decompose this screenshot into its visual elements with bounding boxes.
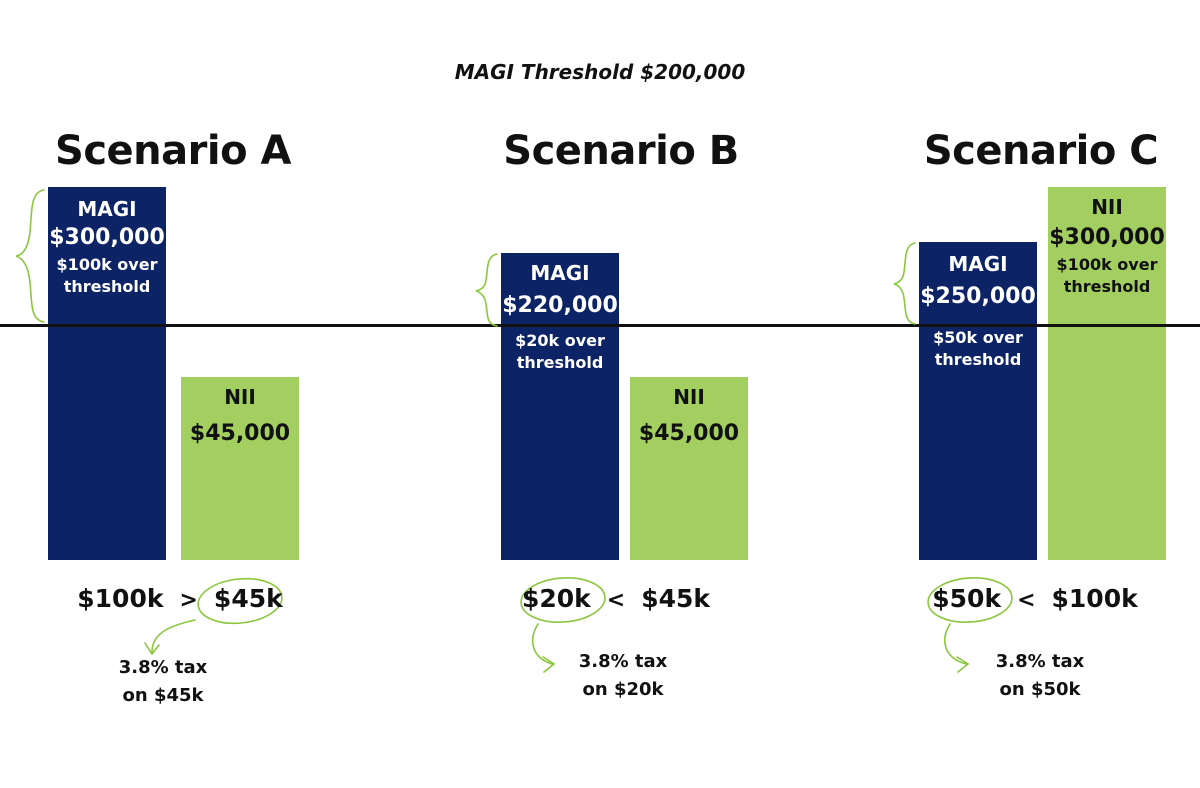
compare-left: $20k — [521, 584, 591, 613]
arrow-a-icon — [151, 619, 196, 653]
compare-right: $45k — [213, 584, 283, 613]
magi-bar-label: MAGI — [77, 197, 137, 221]
scenario-c-magi-bar: MAGI $250,000 $50k over threshold — [919, 242, 1037, 560]
compare-right: $100k — [1051, 584, 1138, 613]
magi-bar-note: $50k over threshold — [933, 328, 1023, 369]
circle-b-icon — [520, 577, 606, 623]
chart-title: MAGI Threshold $200,000 — [454, 60, 746, 84]
compare-left: $50k — [932, 584, 1002, 613]
brace-c-icon — [893, 242, 916, 325]
nii-bar-note: $100k over threshold — [1056, 255, 1158, 296]
nii-bar-label: NII — [673, 385, 705, 409]
magi-bar-value: $220,000 — [502, 293, 618, 318]
compare-left: $100k — [77, 584, 164, 613]
scenario-c-tax-note: 3.8% tax on $50k — [960, 648, 1120, 704]
tax-note-line-1: 3.8% tax — [578, 651, 668, 672]
tax-note-line-2: on $20k — [582, 679, 664, 700]
compare-operator: < — [606, 588, 626, 613]
scenario-a-nii-bar: NII $45,000 — [181, 377, 299, 560]
circle-a-icon — [197, 577, 283, 625]
tax-note-line-2: on $50k — [999, 679, 1081, 700]
scenario-b-tax-note: 3.8% tax on $20k — [543, 648, 703, 704]
scenario-c-title: Scenario C — [923, 128, 1159, 174]
magi-bar-label: MAGI — [948, 252, 1008, 276]
compare-right: $45k — [641, 584, 711, 613]
scenario-a-tax-note: 3.8% tax on $45k — [83, 654, 243, 710]
magi-bar-note: $100k over threshold — [56, 255, 158, 296]
threshold-line — [0, 324, 1200, 327]
arrow-c-icon — [944, 623, 967, 665]
magi-bar-label: MAGI — [530, 261, 590, 285]
nii-bar-value: $45,000 — [638, 421, 740, 446]
scenario-c-compare: $50k < $100k — [885, 584, 1185, 613]
scenario-b-nii-bar: NII $45,000 — [630, 377, 748, 560]
nii-bar-label: NII — [224, 385, 256, 409]
scenario-b-title: Scenario B — [503, 128, 739, 174]
circle-c-icon — [927, 577, 1013, 623]
scenario-b-magi-bar: MAGI $220,000 $20k over threshold — [501, 253, 619, 560]
brace-a-icon — [15, 189, 45, 323]
scenario-a-magi-bar: MAGI $300,000 $100k over threshold — [48, 187, 166, 560]
nii-bar-value: $300,000 — [1049, 225, 1165, 250]
scenario-a-compare: $100k > $45k — [30, 584, 330, 613]
compare-operator: < — [1017, 588, 1036, 613]
arrow-b-icon — [531, 623, 553, 665]
scenario-c-nii-bar: NII $300,000 $100k over threshold — [1048, 187, 1166, 560]
magi-bar-note: $20k over threshold — [515, 331, 605, 372]
tax-note-line-1: 3.8% tax — [995, 651, 1085, 672]
scenario-a-title: Scenario A — [55, 128, 291, 174]
brace-b-icon — [475, 253, 498, 327]
tax-note-line-2: on $45k — [122, 685, 204, 706]
nii-bar-label: NII — [1091, 195, 1123, 219]
tax-note-line-1: 3.8% tax — [118, 657, 208, 678]
scenario-b-compare: $20k < $45k — [466, 584, 766, 613]
nii-bar-value: $45,000 — [189, 421, 291, 446]
magi-bar-value: $300,000 — [49, 225, 165, 250]
compare-operator: > — [179, 588, 198, 613]
magi-bar-value: $250,000 — [920, 284, 1036, 309]
